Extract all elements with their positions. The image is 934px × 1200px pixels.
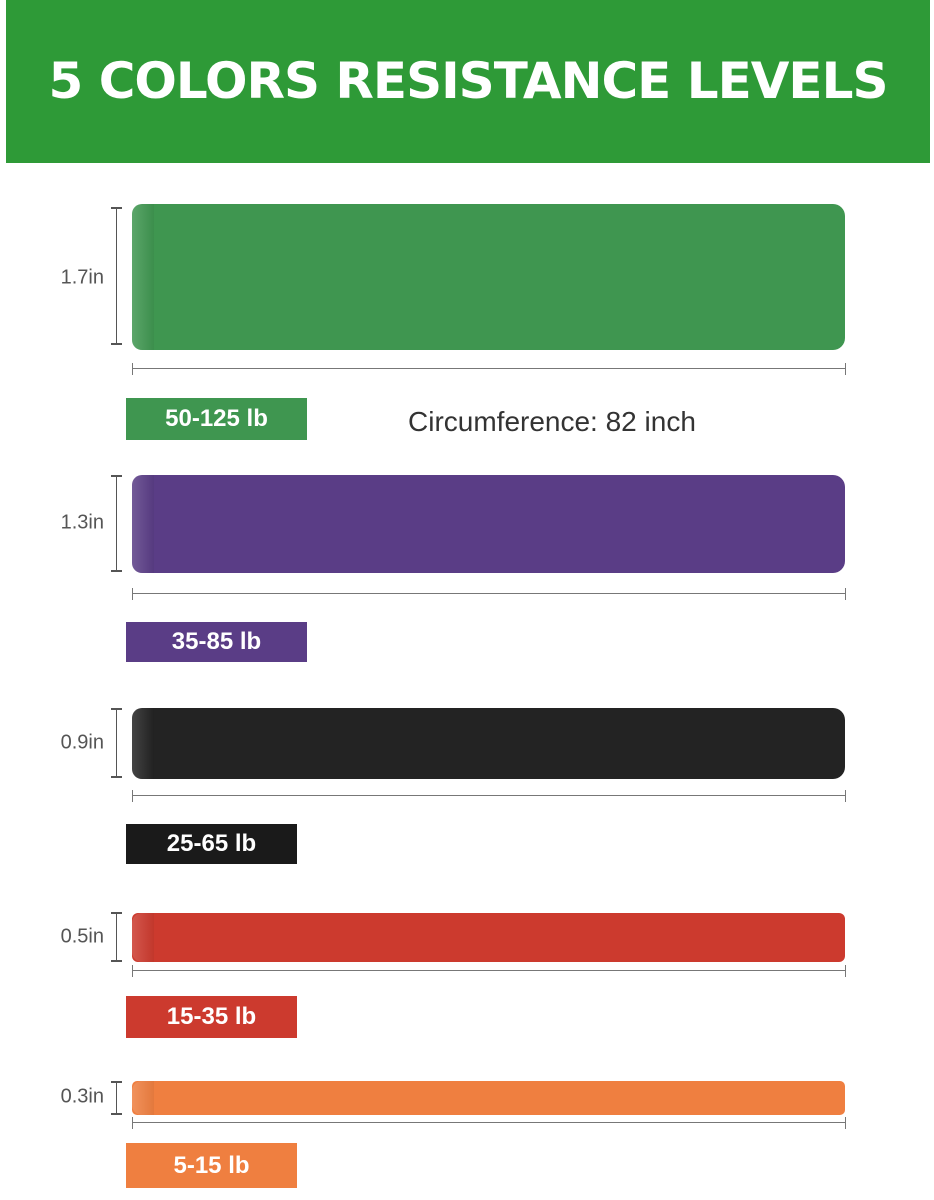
length-line	[132, 1117, 846, 1129]
band-width-label: 1.7in	[60, 266, 104, 289]
height-bracket	[111, 708, 122, 778]
band-purple	[132, 475, 845, 573]
length-line	[132, 363, 846, 375]
band-width-label: 0.3in	[60, 1085, 104, 1108]
band-width-label: 0.5in	[60, 925, 104, 948]
band-red	[132, 913, 845, 962]
length-line	[132, 965, 846, 977]
length-line	[132, 790, 846, 802]
band-black	[132, 708, 845, 779]
band-width-label: 1.3in	[60, 511, 104, 534]
band-width-label: 0.9in	[60, 731, 104, 754]
circumference-label: Circumference: 82 inch	[408, 406, 696, 437]
resistance-badge: 5-15 lb	[126, 1143, 297, 1188]
header-banner: 5 COLORS RESISTANCE LEVELS	[6, 0, 930, 163]
height-bracket	[111, 1081, 122, 1115]
resistance-badge: 15-35 lb	[126, 996, 297, 1038]
length-line	[132, 588, 846, 600]
band-orange	[132, 1081, 845, 1115]
height-bracket	[111, 475, 122, 572]
page-title: 5 COLORS RESISTANCE LEVELS	[48, 51, 889, 110]
band-green	[132, 204, 845, 350]
resistance-badge: 35-85 lb	[126, 622, 307, 662]
resistance-badge: 50-125 lb	[126, 398, 307, 440]
resistance-badge: 25-65 lb	[126, 824, 297, 864]
height-bracket	[111, 912, 122, 962]
height-bracket	[111, 207, 122, 345]
